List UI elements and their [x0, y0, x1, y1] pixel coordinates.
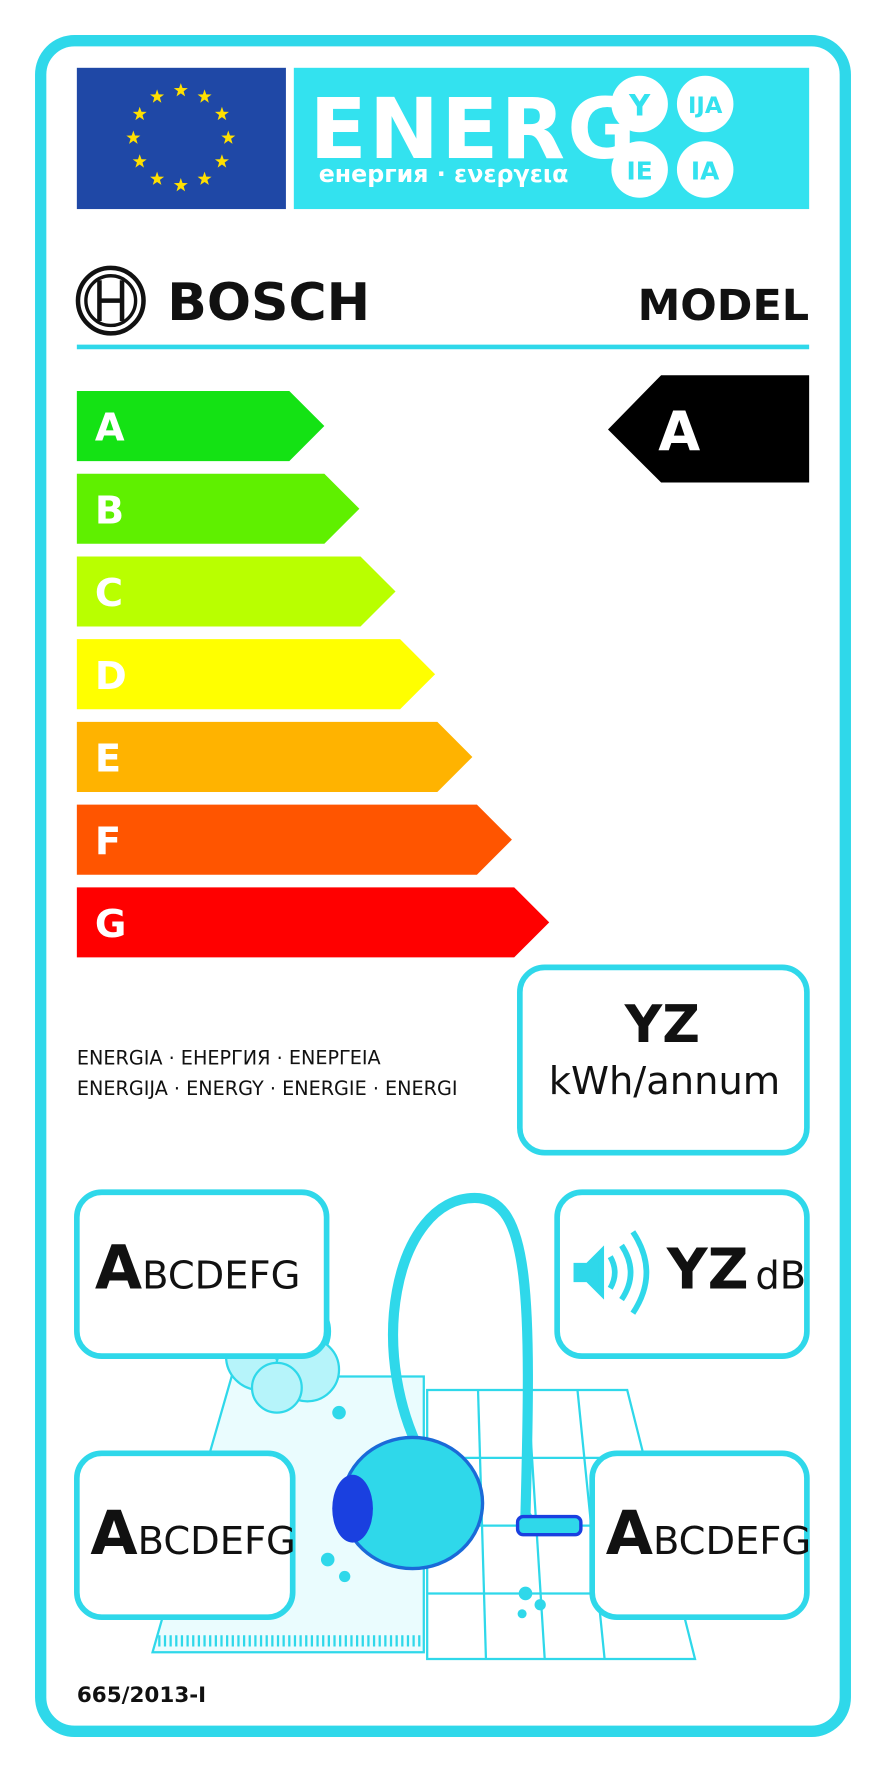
performance-box: [74, 1450, 296, 1621]
star: [214, 154, 229, 168]
class-letter: E: [95, 737, 121, 782]
class-bar: [76, 556, 396, 627]
eu-stars: [126, 83, 236, 192]
class-letter: F: [95, 819, 121, 864]
badge-text: IA: [691, 157, 720, 186]
star: [126, 130, 141, 144]
class-letter: C: [95, 571, 123, 616]
badge: [676, 141, 734, 198]
badge-text: IJA: [688, 93, 723, 119]
class-letter: D: [95, 654, 127, 699]
class-bar: [76, 887, 550, 958]
bosch-logo: [75, 265, 146, 336]
star: [150, 171, 165, 185]
star: [132, 106, 147, 121]
star: [214, 106, 229, 121]
star: [150, 89, 165, 103]
performance-text: ABCDEFG: [90, 1498, 295, 1569]
class-letter: A: [95, 406, 125, 451]
model-name: MODEL: [638, 281, 810, 331]
rating-arrow: [607, 375, 810, 483]
class-bar: [76, 639, 436, 710]
energy-scale: ABCDEFG: [76, 391, 550, 958]
consumption-value: YZ: [624, 995, 700, 1055]
noise-text: YZ dB: [666, 1237, 806, 1302]
badge: [611, 75, 668, 133]
performance-box: [589, 1450, 810, 1621]
class-bar: [76, 473, 360, 544]
badge: [676, 75, 734, 133]
performance-text: ABCDEFG: [606, 1498, 811, 1569]
badge: [611, 141, 668, 198]
header-subtitle: енергия · ενεργεια: [319, 160, 569, 188]
class-letter: G: [95, 902, 127, 947]
speaker-icon: [573, 1230, 650, 1315]
header-title: ENERG: [310, 80, 639, 178]
energy-words: ENERGIJA · ENERGY · ENERGIE · ENERGI: [77, 1077, 458, 1100]
regulation: 665/2013-I: [77, 1683, 206, 1708]
noise-box: [554, 1189, 810, 1359]
rating-letter: A: [658, 400, 700, 463]
consumption-box: [517, 964, 810, 1156]
star: [221, 130, 236, 144]
star: [197, 171, 212, 185]
class-letter: B: [95, 488, 124, 533]
star: [132, 154, 147, 168]
star: [173, 83, 188, 97]
badge-text: Y: [628, 88, 651, 122]
energy-words: ENERGIA · ЕНЕРГИЯ · ΕΝΕΡΓΕΙΑ: [77, 1047, 381, 1070]
consumption-unit: kWh/annum: [549, 1059, 780, 1104]
star: [197, 89, 212, 103]
class-bar: [76, 391, 325, 462]
class-bar: [76, 804, 512, 875]
star: [173, 177, 188, 192]
supplier-name: BOSCH: [167, 273, 370, 333]
class-bar: [76, 721, 473, 792]
language-badges: Y IJA IE IA: [611, 75, 734, 198]
badge-text: IE: [627, 157, 653, 186]
performance-box: [74, 1189, 330, 1359]
performance-text: ABCDEFG: [95, 1232, 300, 1303]
